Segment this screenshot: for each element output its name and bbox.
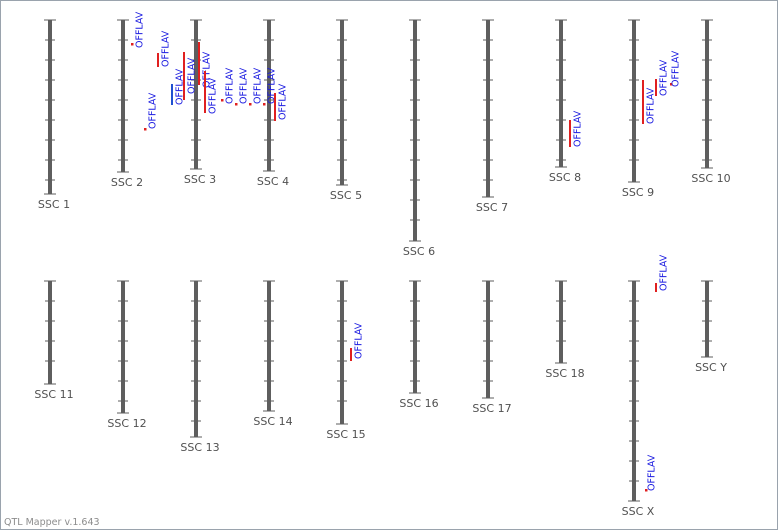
version-label: QTL Mapper v.1.643 [4,517,100,528]
ssc-3-label: SSC 3 [184,173,216,186]
qtl-ssc-9-14-label: OFFLAV [646,87,657,124]
ssc-15-bar [340,281,344,424]
ssc-18-bar [559,281,563,363]
ssc-4-label: SSC 4 [257,175,289,188]
ssc-x-label: SSC X [622,505,655,518]
ssc-13-label: SSC 13 [180,441,219,454]
qtl-ssc-2-1-label: OFFLAV [135,11,146,48]
qtl-ssc-3-7-label: OFFLAV [208,77,219,114]
qtl-ssc-3-6-label: OFFLAV [202,51,213,88]
ssc-10-bar [705,20,709,168]
qtl-ssc-8-13-interval [569,120,571,147]
ssc-12-label: SSC 12 [107,417,146,430]
ssc-11-label: SSC 11 [34,388,73,401]
ssc-14-label: SSC 14 [253,415,292,428]
qtl-ssc-3-10-label: OFFLAV [253,67,264,104]
ssc-15-label: SSC 15 [326,428,365,441]
qtl-ssc-15-17-interval [350,348,352,361]
ssc-7-label: SSC 7 [476,201,508,214]
ssc-y-label: SSC Y [695,361,727,374]
ssc-6-label: SSC 6 [403,245,435,258]
ssc-12-bar [121,281,125,413]
qtl-ssc-3-8-label: OFFLAV [225,67,236,104]
qtl-ssc-x-19-marker [645,489,648,492]
ssc-1-bar [48,20,52,194]
qtl-ssc-9-16-marker [670,83,673,86]
ssc-7-bar [486,20,490,197]
qtl-ssc-9-15-interval [655,79,657,96]
qtl-ssc-3-9-marker [235,103,238,106]
ssc-16-bar [413,281,417,393]
qtl-ssc-2-3-interval [171,84,173,105]
qtl-ssc-9-14-interval [642,80,644,124]
ssc-6-bar [413,20,417,241]
ssc-17-label: SSC 17 [472,402,511,415]
qtl-ssc-2-5-marker [144,128,147,131]
qtl-ssc-9-16-label: OFFLAV [671,50,682,87]
ssc-18-label: SSC 18 [545,367,584,380]
ssc-13-bar [194,281,198,437]
ssc-x-bar [632,281,636,501]
ssc-8-label: SSC 8 [549,171,581,184]
ssc-5-bar [340,20,344,185]
qtl-ssc-4-12-interval [274,93,276,121]
qtl-ssc-x-18-label: OFFLAV [659,254,670,291]
qtl-ssc-4-12-label: OFFLAV [278,83,289,120]
ssc-2-label: SSC 2 [111,176,143,189]
qtl-ssc-2-2-label: OFFLAV [161,30,172,67]
qtl-ssc-3-9-label: OFFLAV [239,67,250,104]
ssc-16-label: SSC 16 [399,397,438,410]
ssc-14-bar [267,281,271,411]
qtl-ssc-2-3-label: OFFLAV [175,68,186,105]
ssc-9-bar [632,20,636,182]
ssc-3-bar [194,20,198,169]
ssc-1-label: SSC 1 [38,198,70,211]
qtl-ssc-x-19-label: OFFLAV [647,454,658,491]
qtl-ssc-2-2-interval [157,53,159,67]
qtl-ssc-x-18-interval [655,283,657,292]
qtl-ssc-8-13-label: OFFLAV [573,110,584,147]
qtl-ssc-3-7-interval [204,71,206,113]
qtl-ssc-2-5-label: OFFLAV [148,92,159,129]
qtl-ssc-15-17-label: OFFLAV [354,322,365,359]
ssc-11-bar [48,281,52,384]
ssc-y-bar [705,281,709,357]
qtl-ssc-3-10-marker [249,103,252,106]
ssc-5-label: SSC 5 [330,189,362,202]
qtl-ssc-3-11-label: OFFLAV [267,67,278,104]
qtl-ssc-3-11-marker [263,103,266,106]
qtl-ssc-2-4-interval [183,52,185,100]
ssc-10-label: SSC 10 [691,172,730,185]
qtl-ssc-2-4-label: OFFLAV [187,57,198,94]
ssc-8-bar [559,20,563,167]
ssc-4-bar [267,20,271,171]
qtl-ssc-9-15-label: OFFLAV [659,59,670,96]
ssc-9-label: SSC 9 [622,186,654,199]
qtl-ssc-3-8-marker [221,99,224,102]
qtl-ssc-2-1-marker [131,43,134,46]
qtl-ssc-3-6-interval [198,42,200,85]
ssc-17-bar [486,281,490,398]
ssc-2-bar [121,20,125,172]
